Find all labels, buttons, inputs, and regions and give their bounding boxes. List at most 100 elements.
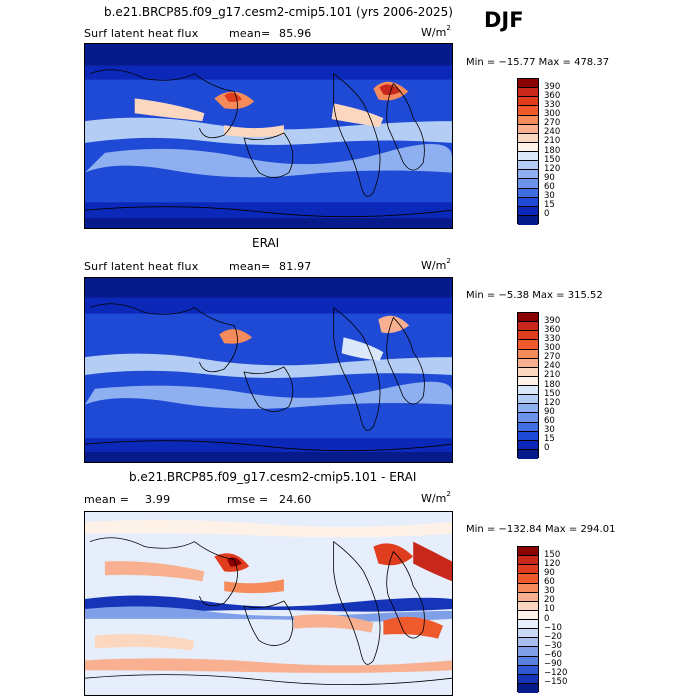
- colorbar-swatches-diff: [517, 546, 539, 693]
- colorbar-obs: 390 360 330 300 270 240 210 180 150 120 90 60 30 15 0: [517, 312, 587, 459]
- mean-value-diff: 3.99: [145, 493, 171, 506]
- colorbar-tick-label: −120: [544, 668, 568, 679]
- colorbar-tick-label: −20: [544, 631, 562, 642]
- colorbar-swatch: [518, 179, 538, 189]
- minmax-model: Min = −15.77 Max = 478.37: [466, 57, 610, 68]
- colorbar-tick-label: 60: [544, 416, 555, 426]
- mean-value-obs: 81.97: [279, 260, 312, 273]
- units-obs: W/m2: [421, 257, 451, 272]
- colorbar-tick-label: 360: [544, 324, 561, 335]
- colorbar-tick-label: 0: [544, 209, 550, 220]
- colorbar-swatch: [518, 656, 538, 666]
- minmax-obs: Min = −5.38 Max = 315.52: [466, 290, 603, 301]
- colorbar-tick-label: 180: [544, 145, 561, 156]
- colorbar-tick-label: 240: [544, 361, 561, 372]
- colorbar-swatch: [518, 133, 538, 143]
- units-diff: W/m2: [421, 490, 451, 505]
- colorbar-tick-label: −10: [544, 622, 562, 633]
- colorbar-tick-label: 120: [544, 163, 561, 174]
- colorbar-swatch: [518, 601, 538, 611]
- colorbar-tick-label: 390: [544, 315, 561, 326]
- colorbar-tick-label: 15: [544, 200, 555, 211]
- minmax-diff: Min = −132.84 Max = 294.01: [466, 524, 616, 535]
- rmse-label-diff: rmse =: [227, 493, 269, 506]
- colorbar-swatch: [518, 161, 538, 171]
- colorbar-swatch: [518, 395, 538, 405]
- colorbar-tick-label: 300: [544, 343, 561, 353]
- colorbar-swatch: [518, 413, 538, 423]
- rmse-value-diff: 24.60: [279, 493, 312, 506]
- colorbar-swatch: [518, 197, 538, 207]
- colorbar-tick-label: −30: [544, 640, 562, 651]
- colorbar-tick-label: 0: [544, 443, 550, 454]
- colorbar-swatch: [518, 620, 538, 630]
- colorbar-tick-label: 0: [544, 613, 550, 624]
- colorbar-swatch: [518, 88, 538, 98]
- colorbar-tick-label: 360: [544, 90, 561, 101]
- colorbar-tick-label: 120: [544, 558, 561, 569]
- colorbar-swatch: [518, 638, 538, 648]
- colorbar-swatch: [518, 206, 538, 216]
- colorbar-swatches-obs: [517, 312, 539, 459]
- colorbar-tick-label: 180: [544, 379, 561, 390]
- colorbar-tick-label: 90: [544, 406, 555, 417]
- colorbar-swatch: [518, 331, 538, 341]
- colorbar-swatch: [518, 215, 538, 225]
- colorbar-tick-label: 270: [544, 352, 561, 363]
- panel-title-model: b.e21.BRCP85.f09_g17.cesm2-cmip5.101 (yr…: [104, 5, 453, 19]
- colorbar-swatch: [518, 683, 538, 693]
- colorbar-tick-label: −90: [544, 659, 562, 670]
- colorbar-swatch: [518, 97, 538, 107]
- colorbar-swatch: [518, 124, 538, 134]
- map-model: [84, 43, 453, 229]
- colorbar-tick-label: 330: [544, 333, 561, 344]
- colorbar-swatch: [518, 79, 538, 89]
- colorbar-swatch: [518, 592, 538, 602]
- colorbar-model: 390 360 330 300 270 240 210 180 150 120 90 60 30 15 0: [517, 78, 587, 225]
- colorbar-swatch: [518, 340, 538, 350]
- colorbar-swatch: [518, 665, 538, 675]
- colorbar-tick-label: 120: [544, 397, 561, 408]
- colorbar-tick-label: 90: [544, 567, 555, 578]
- colorbar-swatch: [518, 440, 538, 450]
- colorbar-tick-label: 150: [544, 549, 561, 560]
- map-obs: [84, 277, 453, 463]
- colorbar-swatch: [518, 556, 538, 566]
- colorbar-tick-label: 150: [544, 154, 561, 165]
- colorbar-tick-label: 30: [544, 586, 555, 597]
- colorbar-swatch: [518, 647, 538, 657]
- colorbar-tick-label: 15: [544, 434, 555, 445]
- colorbar-swatch: [518, 431, 538, 441]
- units-model: W/m2: [421, 24, 451, 39]
- colorbar-tick-label: 30: [544, 425, 555, 436]
- colorbar-tick-label: 60: [544, 577, 555, 587]
- colorbar-swatch: [518, 152, 538, 162]
- colorbar-tick-label: 240: [544, 127, 561, 138]
- colorbar-swatch: [518, 629, 538, 639]
- colorbar-tick-label: 300: [544, 109, 561, 119]
- colorbar-swatch: [518, 574, 538, 584]
- colorbar-swatch: [518, 376, 538, 386]
- panel-title-diff: b.e21.BRCP85.f09_g17.cesm2-cmip5.101 - E…: [129, 470, 417, 484]
- colorbar-diff: 150 120 90 60 30 20 10 0 −10 −20 −30 −60 −90 −120 −150: [517, 546, 587, 693]
- colorbar-tick-label: 270: [544, 118, 561, 129]
- colorbar-swatch: [518, 322, 538, 332]
- colorbar-swatch: [518, 610, 538, 620]
- colorbar-tick-label: 90: [544, 172, 555, 183]
- colorbar-swatch: [518, 422, 538, 432]
- colorbar-swatch: [518, 106, 538, 116]
- colorbar-swatch: [518, 404, 538, 414]
- colorbar-swatch: [518, 583, 538, 593]
- colorbar-tick-label: 210: [544, 136, 561, 147]
- mean-value-model: 85.96: [279, 27, 312, 40]
- panel-title-obs: ERAI: [252, 236, 280, 250]
- colorbar-swatch: [518, 170, 538, 180]
- colorbar-swatches-model: [517, 78, 539, 225]
- colorbar-tick-label: 30: [544, 191, 555, 202]
- colorbar-swatch: [518, 386, 538, 396]
- colorbar-swatch: [518, 358, 538, 368]
- colorbar-tick-label: 210: [544, 370, 561, 381]
- colorbar-swatch: [518, 142, 538, 152]
- colorbar-swatch: [518, 547, 538, 557]
- mean-label-diff: mean =: [84, 493, 130, 506]
